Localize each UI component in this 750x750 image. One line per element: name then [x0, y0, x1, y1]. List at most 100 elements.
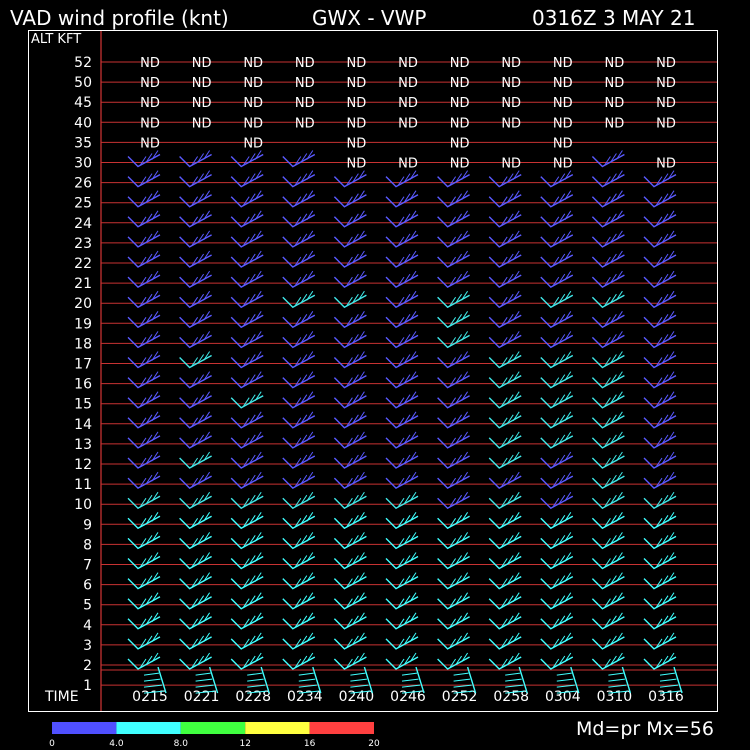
wind-barb: [282, 290, 316, 309]
wind-barb: [127, 371, 161, 389]
wind-barb: [488, 331, 522, 349]
wind-barb: [282, 632, 316, 650]
altitude-label-17: 17: [74, 357, 92, 373]
wind-barb: [437, 270, 470, 288]
nd-label: ND: [656, 96, 676, 111]
wind-barb: [179, 270, 212, 288]
nd-label: ND: [243, 56, 263, 71]
wind-barb: [385, 592, 419, 610]
wind-barb: [127, 230, 161, 248]
wind-barb: [230, 632, 264, 650]
altitude-label-30: 30: [74, 156, 92, 172]
altitude-label-8: 8: [83, 537, 92, 553]
wind-barb: [333, 250, 367, 268]
wind-barb: [282, 431, 316, 449]
nd-label: ND: [553, 56, 573, 71]
wind-barb: [488, 290, 522, 309]
time-label-0304: 0304: [545, 689, 581, 705]
wind-barb: [540, 210, 574, 228]
wind-barb: [230, 391, 264, 409]
wind-barb: [282, 451, 316, 469]
wind-barb: [230, 652, 264, 670]
wind-barb: [591, 250, 625, 268]
nd-label: ND: [450, 136, 470, 151]
color-bar-segment: [245, 722, 310, 734]
wind-barb: [385, 190, 419, 208]
wind-barb: [659, 666, 683, 694]
wind-barb: [333, 311, 367, 329]
altitude-label-12: 12: [74, 457, 92, 473]
wind-barb: [127, 331, 161, 349]
wind-barb: [282, 532, 316, 550]
wind-barb: [282, 552, 316, 570]
wind-barb: [540, 230, 574, 248]
nd-label: ND: [192, 96, 212, 111]
wind-barb: [385, 612, 419, 630]
wind-barb: [488, 371, 522, 389]
wind-barb: [643, 311, 677, 329]
wind-barb: [591, 391, 625, 409]
nd-label: ND: [450, 56, 470, 71]
wind-barb: [488, 170, 522, 188]
wind-barb: [591, 190, 625, 208]
wind-barb: [179, 652, 212, 670]
color-bar-segment: [309, 722, 374, 734]
wind-barb: [333, 572, 367, 590]
nd-label: ND: [553, 96, 573, 111]
wind-barb: [282, 491, 316, 510]
wind-barb: [591, 230, 625, 248]
wind-barb: [540, 190, 574, 208]
wind-barb: [385, 170, 419, 188]
wind-barb: [488, 431, 522, 449]
wind-barb: [127, 431, 161, 449]
nd-label: ND: [347, 157, 367, 172]
wind-barb: [179, 451, 212, 469]
wind-barb: [385, 270, 419, 288]
color-bar-label: 20: [368, 739, 380, 749]
wind-barb: [643, 190, 677, 208]
wind-barb: [540, 632, 574, 650]
wind-barb: [643, 491, 677, 510]
nd-label: ND: [347, 96, 367, 111]
wind-barb: [385, 290, 419, 309]
wind-barb: [488, 250, 522, 268]
wind-barb: [179, 572, 212, 590]
nd-label: ND: [553, 136, 573, 151]
wind-barb: [488, 532, 522, 550]
wind-barb: [591, 612, 625, 630]
wind-barb: [591, 431, 625, 449]
time-tick-labels: 0215 0221 0228 0234 0240 0246 0252 0258 0304 0310…: [132, 689, 684, 705]
wind-barb: [127, 552, 161, 570]
wind-barb: [488, 411, 522, 429]
wind-barb: [230, 150, 264, 168]
altitude-label-50: 50: [74, 75, 92, 91]
wind-barb: [143, 666, 167, 694]
wind-barb: [488, 471, 522, 489]
wind-barb: [179, 210, 212, 228]
wind-barb: [591, 411, 625, 429]
wind-barb: [282, 652, 316, 670]
wind-barb: [591, 311, 625, 329]
nd-label: ND: [398, 157, 418, 172]
wind-barb: [333, 532, 367, 550]
footer-info: Md=pr Mx=56: [575, 718, 714, 740]
wind-barb: [179, 371, 212, 389]
wind-barb: [385, 230, 419, 248]
wind-barb: [385, 391, 419, 409]
wind-barb: [385, 250, 419, 268]
wind-barb: [179, 150, 212, 168]
wind-barb: [488, 632, 522, 650]
wind-barb: [230, 331, 264, 349]
wind-barb: [179, 290, 212, 309]
wind-barb: [591, 471, 625, 489]
nd-label: ND: [398, 116, 418, 131]
nd-label: ND: [295, 76, 315, 91]
wind-barb: [437, 371, 470, 389]
wind-barb: [540, 612, 574, 630]
wind-barb: [333, 512, 367, 530]
wind-barb: [437, 612, 470, 630]
wind-barb: [127, 311, 161, 329]
wind-barb: [643, 552, 677, 570]
nd-label: ND: [501, 96, 521, 111]
